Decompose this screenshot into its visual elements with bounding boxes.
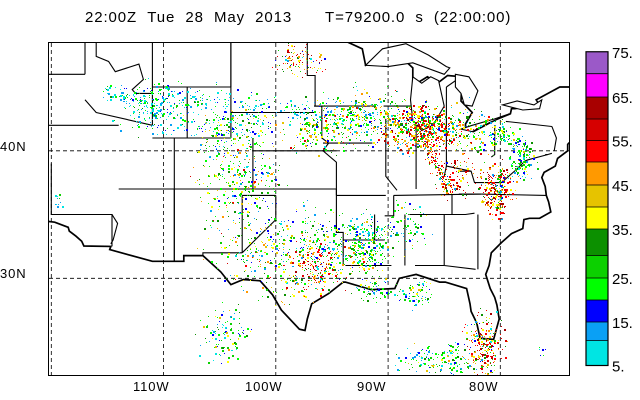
svg-text:45.: 45.	[612, 178, 633, 195]
svg-text:15.: 15.	[612, 315, 633, 332]
svg-text:65.: 65.	[612, 90, 633, 107]
svg-text:25.: 25.	[612, 271, 633, 288]
svg-text:75.: 75.	[612, 45, 633, 62]
svg-text:35.: 35.	[612, 222, 633, 239]
svg-text:55.: 55.	[612, 134, 633, 151]
svg-text:5.: 5.	[612, 359, 625, 376]
